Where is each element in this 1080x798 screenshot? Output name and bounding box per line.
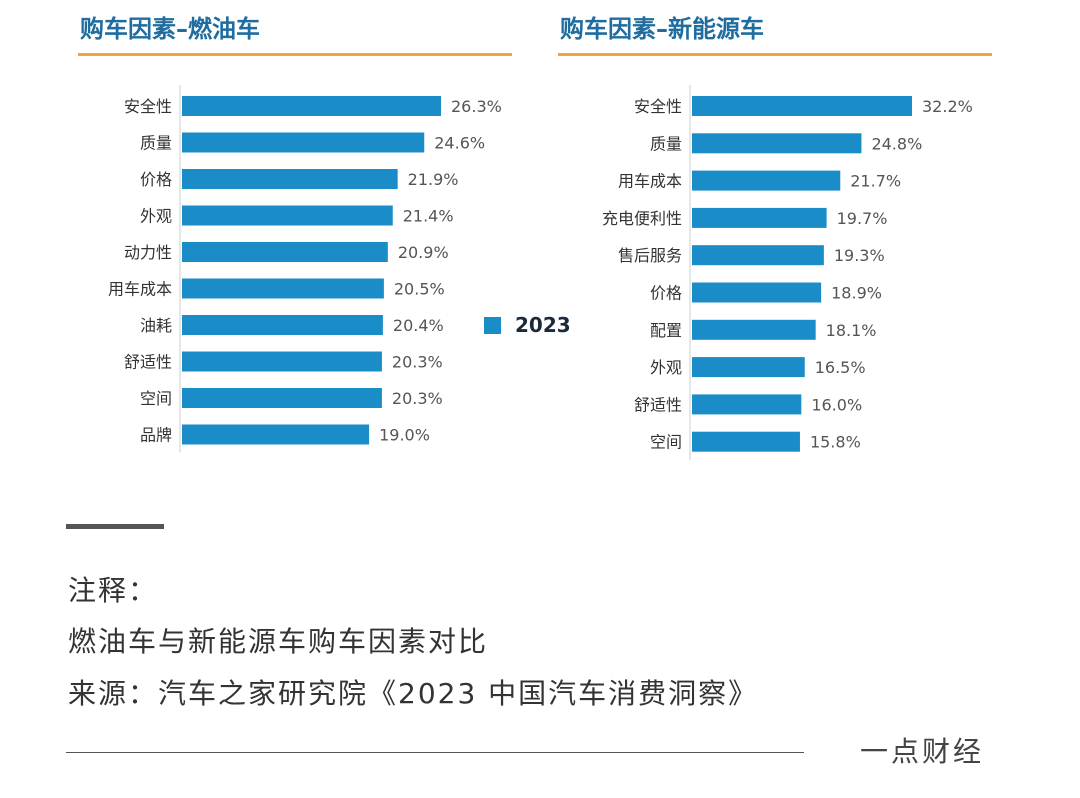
- note-description: 燃油车与新能源车购车因素对比: [68, 625, 489, 658]
- value-label: 24.8%: [871, 134, 922, 153]
- value-label: 19.0%: [379, 426, 430, 445]
- right-chart-title: 购车因素–新能源车: [560, 15, 764, 43]
- bar: [182, 205, 393, 226]
- bar: [692, 170, 841, 191]
- category-label: 空间: [140, 389, 172, 408]
- category-label: 油耗: [140, 316, 172, 335]
- bar: [692, 245, 824, 266]
- bar: [182, 388, 382, 408]
- right-title-underline: [558, 53, 992, 56]
- bar: [182, 96, 441, 116]
- bar: [692, 431, 800, 452]
- bar: [182, 242, 388, 262]
- value-label: 16.5%: [815, 358, 866, 377]
- legend-swatch: [484, 317, 501, 334]
- value-label: 24.6%: [434, 134, 485, 153]
- value-label: 20.3%: [392, 389, 443, 408]
- bar: [182, 278, 384, 299]
- footer-rule: [66, 752, 804, 753]
- value-label: 20.3%: [392, 353, 443, 372]
- bar: [692, 96, 912, 116]
- value-label: 21.4%: [403, 207, 454, 226]
- bar: [692, 394, 802, 415]
- brand-signature: 一点财经: [860, 735, 985, 768]
- value-label: 18.9%: [831, 284, 882, 303]
- value-label: 26.3%: [451, 97, 502, 116]
- category-label: 品牌: [140, 426, 172, 445]
- value-label: 15.8%: [810, 433, 861, 452]
- left-title-underline: [78, 53, 512, 56]
- bar: [182, 169, 398, 189]
- chart-fuel-vehicle: 安全性 26.3% 质量 24.6% 价格 21.9% 外观 21.4% 动力性 20.9% 用车成…: [108, 85, 502, 453]
- chart-new-energy-vehicle: 安全性 32.2% 质量 24.8% 用车成本 21.7% 充电便利性 19.7% 售后服务 19…: [602, 85, 973, 460]
- value-label: 20.4%: [393, 316, 444, 335]
- left-chart-title: 购车因素–燃油车: [80, 15, 260, 43]
- value-label: 18.1%: [826, 321, 877, 340]
- bar: [692, 282, 822, 303]
- note-label: 注释：: [68, 574, 159, 607]
- value-label: 19.7%: [837, 209, 888, 228]
- bar: [692, 357, 805, 378]
- value-label: 19.3%: [834, 246, 885, 265]
- category-label: 安全性: [634, 97, 682, 116]
- category-label: 安全性: [124, 97, 172, 116]
- value-label: 20.9%: [398, 243, 449, 262]
- bar: [692, 207, 827, 228]
- category-label: 舒适性: [124, 353, 172, 372]
- value-label: 21.9%: [408, 170, 459, 189]
- bar: [182, 351, 382, 372]
- value-label: 32.2%: [922, 97, 973, 116]
- value-label: 20.5%: [394, 280, 445, 299]
- bar: [182, 424, 370, 445]
- category-label: 价格: [650, 284, 682, 303]
- category-label: 用车成本: [108, 280, 172, 299]
- note-source: 来源：汽车之家研究院《2023 中国汽车消费洞察》: [68, 677, 759, 710]
- value-label: 16.0%: [811, 395, 862, 414]
- section-divider: [66, 524, 164, 529]
- legend-label: 2023: [515, 313, 571, 337]
- category-label: 质量: [650, 134, 682, 153]
- category-label: 外观: [650, 358, 682, 377]
- category-label: 空间: [650, 433, 682, 452]
- category-label: 动力性: [124, 243, 172, 262]
- category-label: 价格: [140, 170, 172, 189]
- bar: [692, 133, 862, 154]
- category-label: 外观: [140, 207, 172, 226]
- category-label: 充电便利性: [602, 209, 682, 228]
- bar: [182, 315, 383, 335]
- category-label: 质量: [140, 134, 172, 153]
- bar: [182, 132, 425, 153]
- value-label: 21.7%: [850, 172, 901, 191]
- category-label: 配置: [650, 321, 682, 340]
- category-label: 舒适性: [634, 395, 682, 414]
- category-label: 售后服务: [618, 246, 682, 265]
- bar: [692, 319, 816, 340]
- category-label: 用车成本: [618, 172, 682, 191]
